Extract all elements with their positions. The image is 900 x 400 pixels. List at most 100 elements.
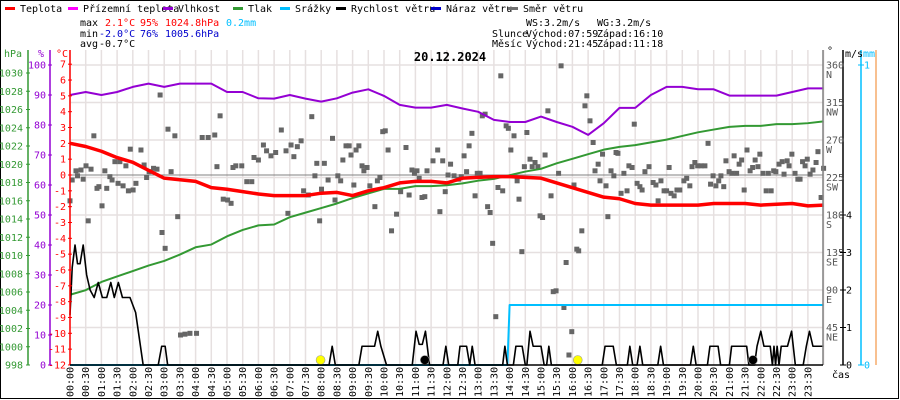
humidity-axis-label: % bbox=[38, 49, 44, 60]
hpa-tick-label: 1028 bbox=[0, 87, 23, 98]
wind-direction-point bbox=[519, 249, 525, 255]
wind-direction-point bbox=[797, 176, 803, 182]
wind-direction-point bbox=[595, 161, 601, 167]
wind-direction-point bbox=[550, 289, 556, 295]
wind-direction-point bbox=[739, 157, 745, 163]
wind-direction-point bbox=[69, 177, 75, 183]
celsius-tick-label: 0 bbox=[60, 171, 66, 182]
celsius-tick-label: -8 bbox=[54, 297, 66, 308]
wind-direction-point bbox=[773, 169, 779, 175]
wind-direction-point bbox=[288, 142, 294, 148]
wind-direction-point bbox=[422, 194, 428, 200]
direction-tick-label: 270 bbox=[826, 136, 844, 147]
wind-direction-point bbox=[615, 150, 621, 156]
x-tick-label: 22:00 bbox=[756, 367, 767, 397]
wind-direction-point bbox=[477, 170, 483, 176]
humidity-tick-label: 90 bbox=[34, 91, 46, 102]
wind-direction-point bbox=[115, 180, 121, 186]
wind-direction-point bbox=[382, 128, 388, 134]
legend-label: Srážky bbox=[295, 3, 331, 15]
celsius-tick-label: 5 bbox=[60, 91, 66, 102]
wind-direction-point bbox=[78, 167, 84, 173]
wind-direction-point bbox=[553, 288, 559, 294]
hpa-tick-label: 1010 bbox=[0, 251, 23, 262]
wind-direction-point bbox=[472, 193, 478, 199]
celsius-tick-label: 6 bbox=[60, 76, 66, 87]
wind-direction-point bbox=[291, 154, 297, 160]
wind-direction-point bbox=[312, 173, 318, 179]
sunset-time: Západ:16:10 bbox=[597, 28, 663, 40]
wind-direction-point bbox=[419, 195, 425, 200]
wind-direction-point bbox=[244, 179, 250, 185]
wind-direction-point bbox=[199, 135, 205, 140]
celsius-tick-label: 2 bbox=[60, 139, 66, 150]
x-tick-label: 05:00 bbox=[223, 367, 234, 397]
wind-direction-point bbox=[784, 158, 790, 164]
x-tick-label: 03:30 bbox=[175, 367, 186, 397]
x-tick-label: 20:30 bbox=[709, 367, 720, 397]
wind-direction-point bbox=[332, 197, 338, 203]
wind-speed-tick-label: 0 bbox=[846, 361, 852, 372]
wind-speed-tick-label: 2 bbox=[846, 286, 852, 297]
wind-speed-axis-label: m/s bbox=[845, 49, 863, 60]
x-tick-label: 14:30 bbox=[521, 367, 532, 397]
wind-direction-point bbox=[792, 170, 798, 176]
wind-direction-point bbox=[527, 156, 533, 162]
wind-direction-point bbox=[695, 163, 701, 169]
stats-avg-label: avg bbox=[80, 39, 98, 50]
wind-direction-point bbox=[689, 164, 695, 170]
x-tick-label: 07:30 bbox=[301, 367, 312, 397]
moon-label: Měsíc bbox=[492, 38, 522, 50]
wind-direction-point bbox=[314, 160, 320, 166]
x-tick-label: 18:00 bbox=[631, 367, 642, 397]
wind-direction-point bbox=[80, 176, 86, 182]
wind-direction-point bbox=[600, 151, 606, 157]
wind-direction-point bbox=[545, 108, 551, 114]
legend-label: Vlhkost bbox=[178, 4, 220, 15]
x-axis-label: čas bbox=[832, 369, 850, 381]
wind-direction-point bbox=[646, 164, 652, 170]
direction-tick-label: 45 bbox=[826, 323, 838, 334]
wind-direction-point bbox=[133, 180, 139, 186]
wind-direction-point bbox=[661, 188, 667, 194]
wind-direction-point bbox=[698, 163, 704, 169]
x-tick-label: 09:00 bbox=[348, 367, 359, 397]
wind-direction-point bbox=[389, 228, 395, 234]
wind-direction-point bbox=[217, 113, 223, 119]
wind-direction-point bbox=[249, 179, 255, 185]
stats-max-rain: 0.2mm bbox=[226, 18, 256, 29]
rain-axis-label: mm bbox=[863, 49, 875, 60]
wind-direction-point bbox=[637, 184, 643, 190]
wind-direction-point bbox=[461, 153, 467, 159]
moonrise-time: Východ:21:45 bbox=[526, 38, 598, 50]
wind-direction-point bbox=[815, 149, 821, 155]
x-tick-label: 17:30 bbox=[615, 367, 626, 397]
wind-direction-point bbox=[178, 332, 184, 338]
wind-direction-point bbox=[576, 248, 582, 254]
x-tick-label: 06:30 bbox=[270, 367, 281, 397]
wind-direction-point bbox=[684, 175, 690, 181]
wind-direction-point bbox=[154, 166, 160, 172]
hpa-tick-label: 1022 bbox=[0, 142, 23, 153]
celsius-tick-label: -11 bbox=[48, 345, 66, 356]
wind-direction-point bbox=[380, 129, 386, 135]
wind-direction-point bbox=[658, 178, 664, 184]
wind-direction-point bbox=[490, 240, 496, 246]
wind-direction-point bbox=[674, 187, 680, 193]
humidity-tick-label: 0 bbox=[40, 361, 46, 372]
wind-direction-point bbox=[723, 158, 729, 164]
wind-direction-point bbox=[741, 187, 747, 193]
wind-direction-point bbox=[692, 160, 698, 165]
wind-direction-point bbox=[755, 164, 761, 170]
wind-direction-point bbox=[424, 168, 430, 174]
humidity-tick-label: 70 bbox=[34, 151, 46, 162]
stats-max-temp: 2.1°C bbox=[105, 18, 135, 29]
celsius-tick-label: -12 bbox=[48, 360, 66, 371]
x-tick-label: 03:00 bbox=[160, 367, 171, 397]
x-tick-label: 05:30 bbox=[238, 367, 249, 397]
wind-direction-point bbox=[411, 170, 417, 176]
wind-direction-point bbox=[321, 160, 327, 166]
wind-direction-point bbox=[451, 173, 457, 179]
wind-direction-point bbox=[298, 138, 304, 144]
